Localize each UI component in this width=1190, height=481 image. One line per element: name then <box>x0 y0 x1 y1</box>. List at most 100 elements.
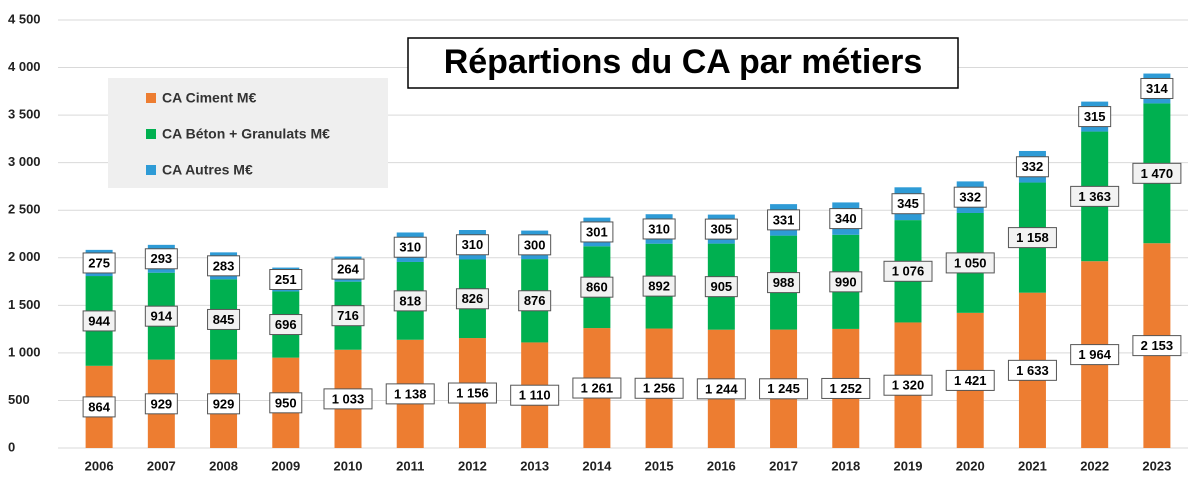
value-label: 1 244 <box>705 381 738 396</box>
legend-swatch <box>146 129 156 139</box>
value-label-box <box>269 314 303 336</box>
x-tick-label: 2017 <box>769 458 798 473</box>
value-label: 340 <box>835 211 857 226</box>
x-tick-label: 2023 <box>1142 458 1171 473</box>
value-label: 1 110 <box>519 388 551 403</box>
value-label: 310 <box>399 240 421 255</box>
value-label-box <box>447 382 497 404</box>
value-label-box <box>883 260 933 282</box>
x-tick-label: 2016 <box>707 458 736 473</box>
value-label-box <box>953 186 987 208</box>
value-label: 1 076 <box>892 264 925 279</box>
value-label-box <box>393 236 427 258</box>
legend-swatch <box>146 93 156 103</box>
value-label: 864 <box>88 399 110 414</box>
x-tick-label: 2021 <box>1018 458 1047 473</box>
value-label: 1 156 <box>456 385 489 400</box>
value-label-box <box>269 269 303 291</box>
value-label-box <box>829 208 863 230</box>
value-label-box <box>883 374 933 396</box>
value-label: 988 <box>773 275 795 290</box>
value-label-box <box>704 276 738 298</box>
value-label: 2 153 <box>1141 338 1174 353</box>
value-label: 332 <box>959 190 981 205</box>
value-label: 1 252 <box>830 381 863 396</box>
y-tick-label: 4 500 <box>8 11 41 26</box>
value-label: 332 <box>1022 159 1044 174</box>
value-label: 929 <box>213 396 235 411</box>
value-label: 914 <box>150 309 172 324</box>
value-label: 310 <box>648 221 670 236</box>
value-label-box <box>829 271 863 293</box>
y-tick-label: 3 500 <box>8 107 41 122</box>
value-label-box <box>891 193 925 215</box>
value-label: 950 <box>275 395 297 410</box>
value-label-box <box>82 252 116 274</box>
value-label: 1 633 <box>1016 363 1049 378</box>
value-labels: 2006 864 944 275 2007 929 914 293 2008 929 845 283 2… <box>82 77 1182 473</box>
value-label: 293 <box>150 251 172 266</box>
value-label: 944 <box>88 313 110 328</box>
value-label: 300 <box>524 237 546 252</box>
value-label: 905 <box>710 279 732 294</box>
value-label-box <box>144 393 178 415</box>
value-label: 264 <box>337 262 359 277</box>
value-label-box <box>1132 162 1182 184</box>
value-label: 1 158 <box>1016 230 1049 245</box>
value-label-box <box>759 378 809 400</box>
value-label-box <box>580 221 614 243</box>
value-label-box <box>1007 359 1057 381</box>
value-label: 305 <box>710 222 732 237</box>
value-label-box <box>1007 227 1057 249</box>
value-label-box <box>1015 156 1049 178</box>
x-tick-label: 2008 <box>209 458 238 473</box>
x-tick-label: 2011 <box>396 458 424 473</box>
value-label-box <box>642 218 676 240</box>
value-label: 1 363 <box>1078 189 1111 204</box>
y-tick-label: 500 <box>8 392 30 407</box>
x-tick-label: 2019 <box>894 458 923 473</box>
legend-swatch <box>146 165 156 175</box>
value-label: 990 <box>835 274 857 289</box>
value-label-box <box>704 218 738 240</box>
value-label-box <box>510 384 560 406</box>
x-tick-label: 2015 <box>645 458 674 473</box>
value-label: 345 <box>897 196 919 211</box>
x-tick-label: 2006 <box>85 458 114 473</box>
value-label-box <box>1070 344 1120 366</box>
value-label: 310 <box>462 237 484 252</box>
value-label: 818 <box>399 293 421 308</box>
chart-title: Répartions du CA par métiers <box>444 43 923 81</box>
value-label-box <box>1078 106 1112 128</box>
value-label: 860 <box>586 280 608 295</box>
y-tick-label: 1 000 <box>8 344 41 359</box>
value-label: 283 <box>213 258 235 273</box>
value-label-box <box>393 290 427 312</box>
value-label-box <box>767 209 801 231</box>
value-label: 826 <box>462 291 484 306</box>
legend-label: CA Béton + Granulats M€ <box>162 126 330 142</box>
value-label-box <box>767 272 801 294</box>
value-label: 929 <box>150 396 172 411</box>
x-tick-label: 2022 <box>1080 458 1109 473</box>
value-label-box <box>269 392 303 414</box>
value-label-box <box>518 290 552 312</box>
value-label-box <box>821 377 871 399</box>
value-label-box <box>323 388 373 410</box>
value-label-box <box>331 305 365 327</box>
value-label-box <box>82 396 116 418</box>
value-label: 1 320 <box>892 378 925 393</box>
x-tick-label: 2020 <box>956 458 985 473</box>
x-tick-label: 2007 <box>147 458 176 473</box>
value-label-box <box>518 234 552 256</box>
legend-label: CA Autres M€ <box>162 162 253 178</box>
value-label-box <box>1132 335 1182 357</box>
value-label: 315 <box>1084 109 1106 124</box>
value-label: 331 <box>773 212 795 227</box>
value-label: 876 <box>524 293 546 308</box>
value-label: 1 256 <box>643 381 676 396</box>
value-label-box <box>455 234 489 256</box>
y-tick-label: 1 500 <box>8 297 41 312</box>
y-tick-label: 0 <box>8 439 15 454</box>
